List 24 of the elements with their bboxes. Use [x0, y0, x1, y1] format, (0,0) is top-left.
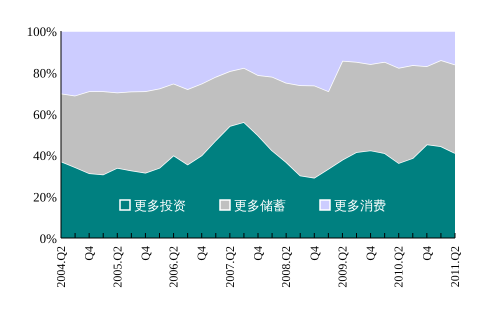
x-tick-label: Q4 — [251, 246, 265, 261]
x-tick-label: Q4 — [307, 246, 322, 261]
x-tick-label: Q4 — [364, 246, 378, 261]
x-tick-label: Q4 — [194, 246, 209, 261]
legend-label: 更多消费 — [334, 199, 386, 214]
x-tick-label: 2007.Q2 — [222, 246, 237, 288]
y-tick-label: 100% — [26, 24, 58, 39]
x-tick-label: Q4 — [138, 246, 152, 261]
x-tick-label: 2010.Q2 — [392, 246, 406, 288]
y-tick-label: 80% — [33, 65, 58, 80]
x-tick-label: 2009.Q2 — [335, 246, 350, 288]
y-tick-label: 20% — [33, 190, 58, 205]
x-tick-label: 2005.Q2 — [110, 246, 124, 288]
y-tick-label: 60% — [33, 106, 58, 122]
x-tick-label: Q4 — [420, 246, 434, 261]
x-tick-label: 2011.Q2 — [448, 246, 462, 288]
legend-label: 更多投资 — [134, 199, 186, 214]
x-tick-label: 2004.Q2 — [54, 246, 68, 288]
x-tick-label: Q4 — [82, 246, 96, 261]
y-tick-label: 40% — [33, 148, 58, 164]
x-tick-label: 2008.Q2 — [279, 246, 294, 288]
x-tick-label: 2006.Q2 — [166, 246, 181, 288]
y-tick-label: 0% — [40, 231, 58, 246]
legend-label: 更多储蓄 — [234, 199, 286, 214]
